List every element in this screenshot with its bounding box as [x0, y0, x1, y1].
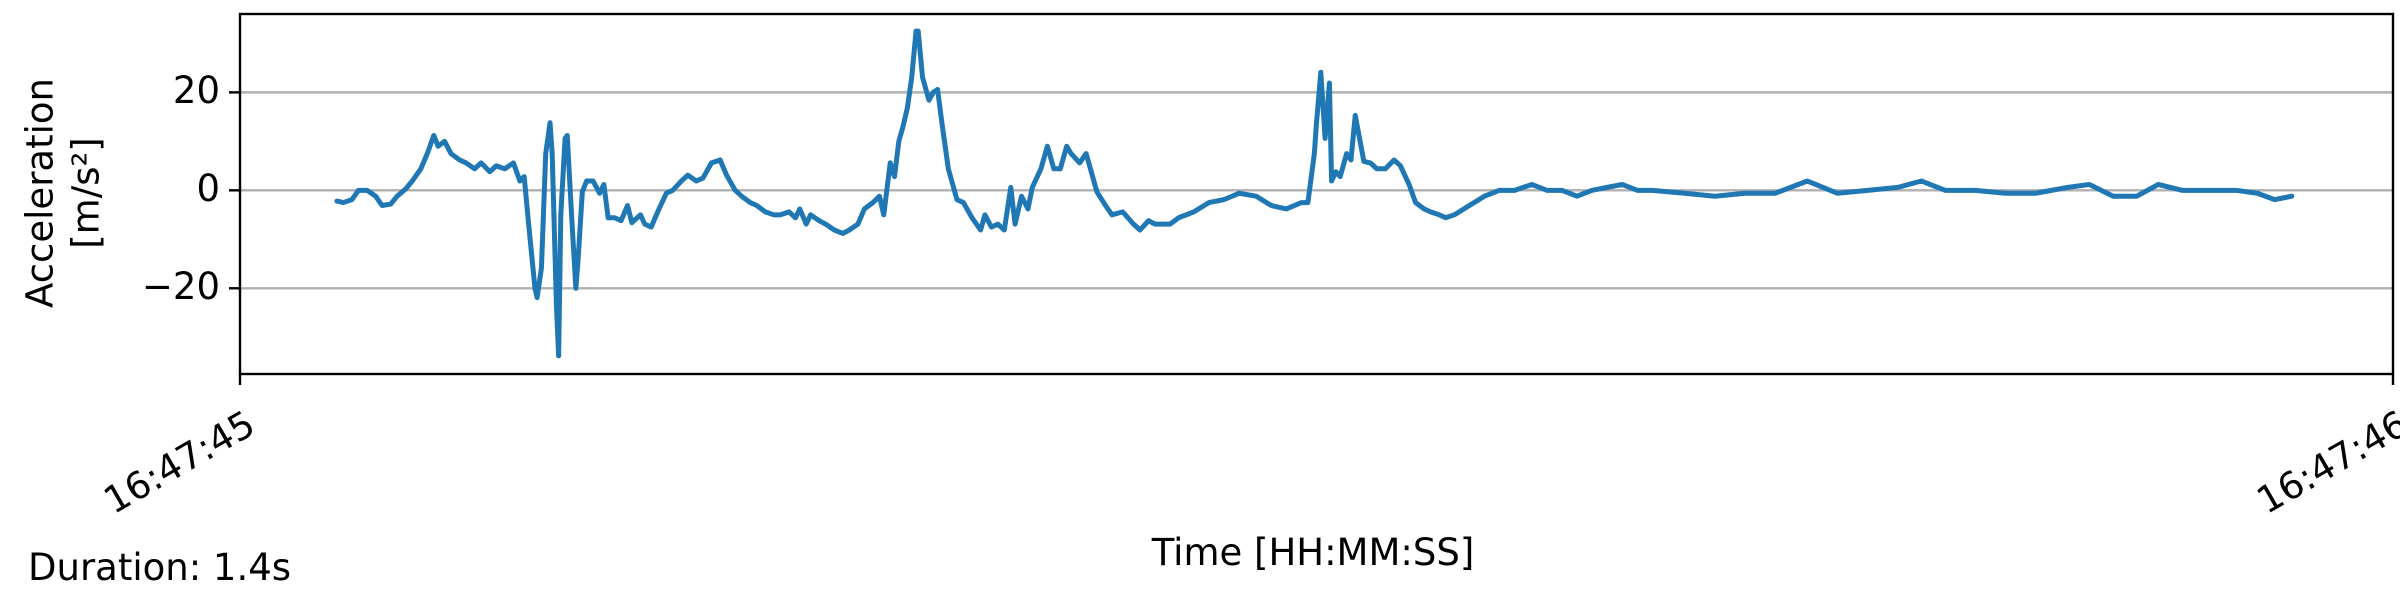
y-tick-label: 20	[173, 69, 220, 112]
y-tick-label: 0	[196, 167, 220, 210]
plot-frame	[238, 12, 2395, 376]
y-tick-label: −20	[142, 265, 220, 308]
y-axis-label: Acceleration	[19, 78, 62, 308]
x-tick-label: 16:47:45	[97, 402, 262, 522]
x-axis-label: Time [HH:MM:SS]	[1151, 531, 1475, 574]
y-axis-label: [m/s²]	[65, 137, 108, 249]
annotation: Duration: 1.4s	[28, 546, 291, 589]
x-tick-label: 16:47:46	[2250, 402, 2400, 522]
data-line	[334, 28, 2295, 359]
